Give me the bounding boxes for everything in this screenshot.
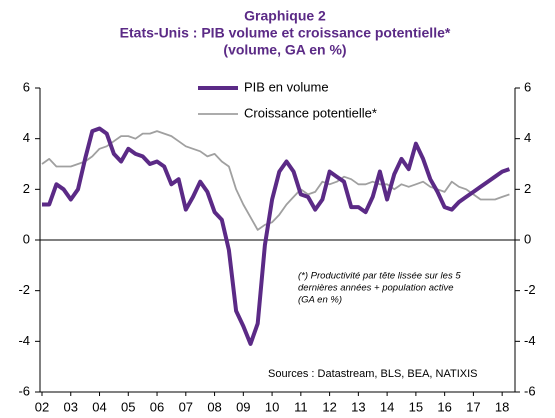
annotation: (GA en %) [298, 295, 342, 306]
y-tick-label: 0 [23, 231, 30, 246]
x-tick-label: 18 [495, 399, 509, 414]
legend-label: PIB en volume [244, 79, 329, 94]
x-tick-label: 06 [150, 399, 164, 414]
y2-tick-label: 4 [524, 130, 531, 145]
y-tick-label: 2 [23, 181, 30, 196]
y2-tick-label: -4 [524, 333, 536, 348]
y-tick-label: 4 [23, 130, 30, 145]
x-tick-label: 09 [236, 399, 250, 414]
y2-tick-label: 2 [524, 181, 531, 196]
series-line [42, 126, 511, 346]
x-tick-label: 12 [322, 399, 336, 414]
annotation: dernières années + population active [298, 283, 454, 294]
y-tick-label: -6 [18, 383, 30, 398]
y-tick-label: -4 [18, 333, 30, 348]
x-tick-label: 07 [179, 399, 193, 414]
y-tick-label: 6 [23, 79, 30, 94]
x-tick-label: 04 [92, 399, 106, 414]
x-tick-label: 08 [207, 399, 221, 414]
legend-label: Croissance potentielle* [244, 105, 377, 120]
x-tick-label: 11 [294, 399, 308, 414]
x-tick-label: 02 [35, 399, 49, 414]
y2-tick-label: -2 [524, 282, 536, 297]
x-tick-label: 05 [121, 399, 135, 414]
x-tick-label: 14 [380, 399, 394, 414]
y2-tick-label: 6 [524, 79, 531, 94]
chart-title: Graphique 2 [244, 8, 326, 24]
y-tick-label: -2 [18, 282, 30, 297]
x-tick-label: 03 [64, 399, 78, 414]
x-tick-label: 13 [351, 399, 365, 414]
annotation: (*) Productivité par tête lissée sur les… [298, 271, 461, 282]
x-tick-label: 10 [265, 399, 279, 414]
y2-tick-label: 0 [524, 231, 531, 246]
x-tick-label: 15 [409, 399, 423, 414]
source: Sources : Datastream, BLS, BEA, NATIXIS [268, 368, 477, 380]
chart-title: (volume, GA en %) [223, 42, 346, 58]
x-tick-label: 16 [437, 399, 451, 414]
x-tick-label: 17 [466, 399, 480, 414]
chart-title: Etats-Unis : PIB volume et croissance po… [120, 25, 451, 41]
y2-tick-label: -6 [524, 383, 536, 398]
series-line [41, 130, 510, 231]
